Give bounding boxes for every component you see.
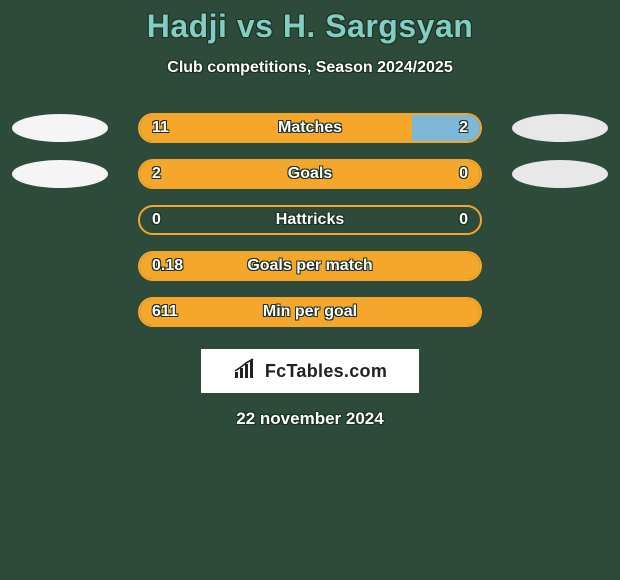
- player1-name: Hadji: [147, 8, 228, 44]
- stat-bar: 11Matches2: [138, 113, 482, 143]
- vs-text: vs: [237, 8, 274, 44]
- stat-value-right: 0: [459, 211, 468, 229]
- stat-bar: 611Min per goal: [138, 297, 482, 327]
- stat-label: Hattricks: [276, 211, 344, 229]
- bar-segment-left: [140, 253, 480, 279]
- stat-row: 11Matches2: [0, 113, 620, 143]
- date-text: 22 november 2024: [0, 409, 620, 429]
- stat-bar: 0.18Goals per match: [138, 251, 482, 281]
- team-badge-left: [12, 114, 108, 142]
- logo-text: FcTables.com: [265, 361, 387, 382]
- stat-row: 611Min per goal: [0, 297, 620, 327]
- team-badge-right: [512, 114, 608, 142]
- logo-box: FcTables.com: [201, 349, 419, 393]
- stat-row: 0 Hattricks 0: [0, 205, 620, 235]
- stats-rows: 11Matches2 2Goals0 0 Hattricks 0 0.18Goals pe…: [0, 113, 620, 327]
- stat-bar: 2Goals0: [138, 159, 482, 189]
- stat-bar: 0 Hattricks 0: [138, 205, 482, 235]
- bar-segment-left: [140, 299, 480, 325]
- stat-row: 2Goals0: [0, 159, 620, 189]
- subtitle: Club competitions, Season 2024/2025: [0, 59, 620, 77]
- bar-segment-left: [140, 115, 412, 141]
- team-badge-left: [12, 160, 108, 188]
- bar-segment-left: [140, 161, 480, 187]
- chart-icon: [233, 358, 259, 385]
- stat-value-left: 0: [152, 211, 161, 229]
- player2-name: H. Sargsyan: [283, 8, 473, 44]
- team-badge-right: [512, 160, 608, 188]
- page-title: Hadji vs H. Sargsyan: [0, 8, 620, 45]
- stat-row: 0.18Goals per match: [0, 251, 620, 281]
- bar-segment-right: [412, 115, 480, 141]
- comparison-card: Hadji vs H. Sargsyan Club competitions, …: [0, 0, 620, 429]
